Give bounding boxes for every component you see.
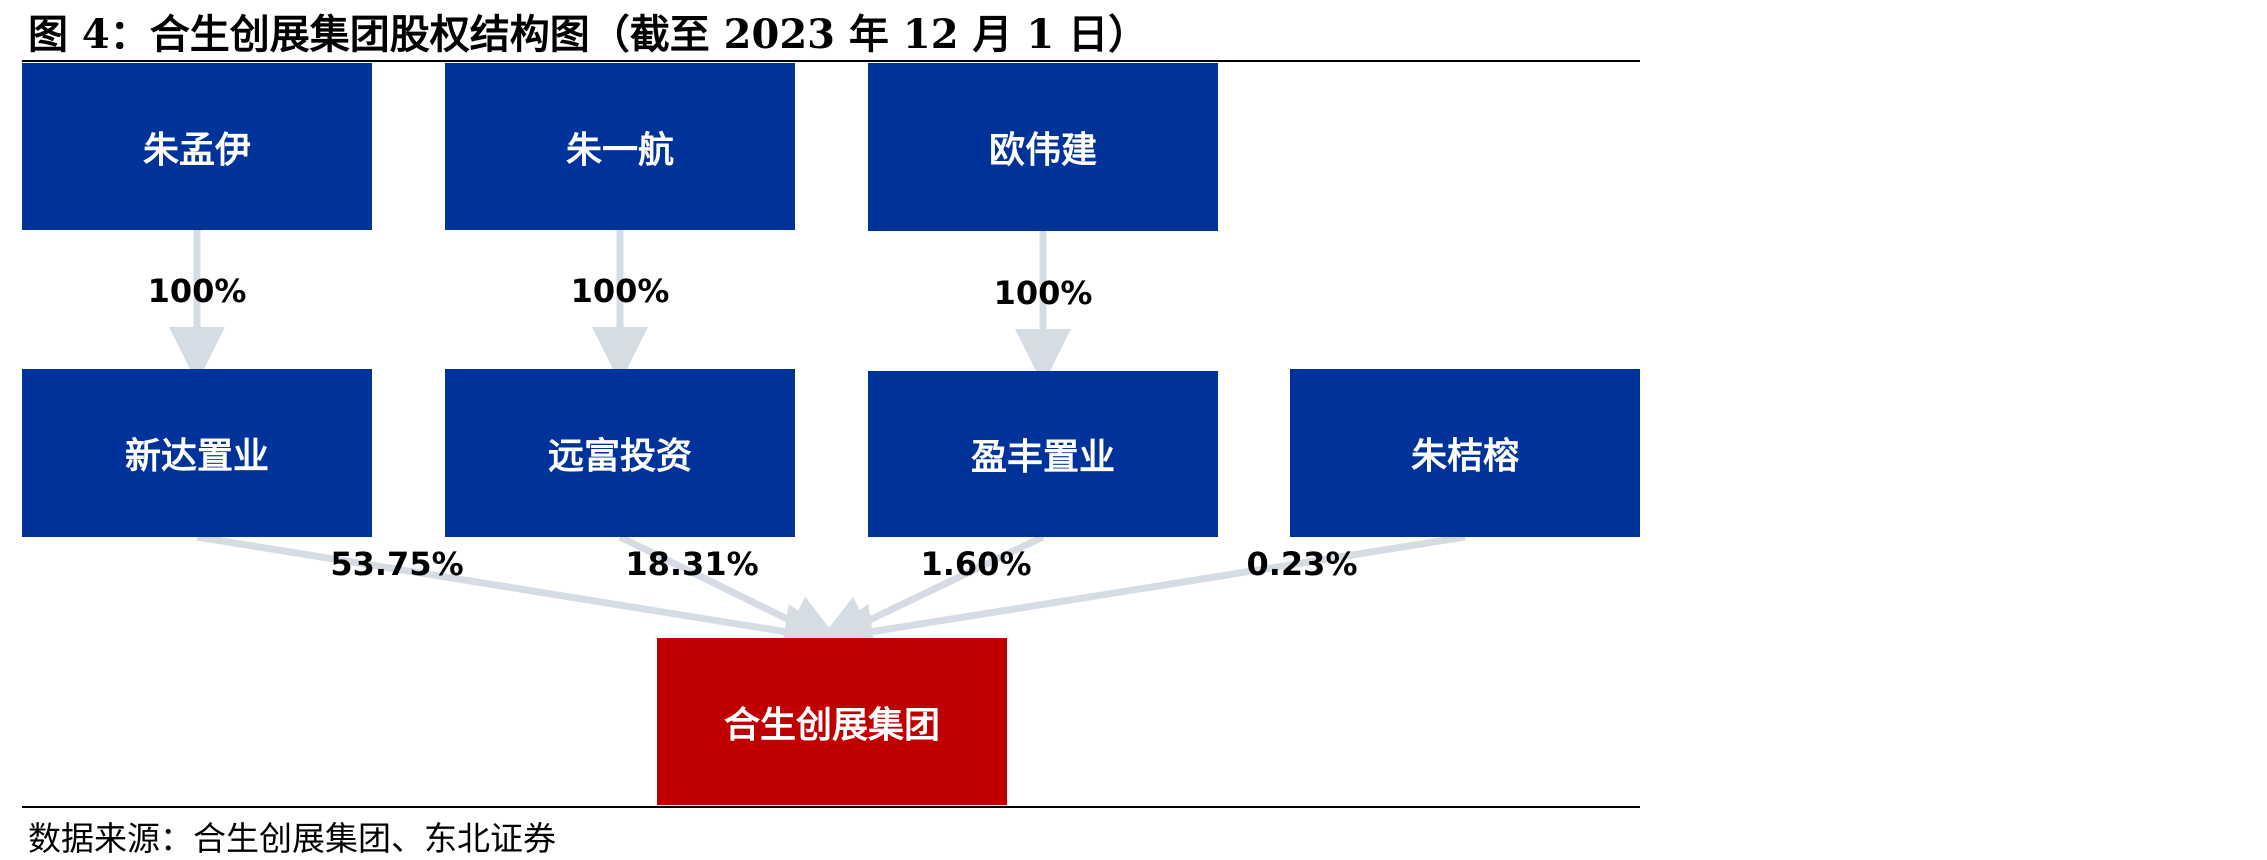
holding-box-yingfeng: 盈丰置业 xyxy=(868,371,1218,537)
title-rule xyxy=(22,60,1640,62)
company-box-group: 合生创展集团 xyxy=(657,638,1007,805)
pct-zhu-jierong-group: 0.23% xyxy=(1246,545,1358,583)
shareholder-box-zhu-mengyi: 朱孟伊 xyxy=(22,63,372,230)
pct-yingfeng-group: 1.60% xyxy=(920,545,1032,583)
holding-box-xinda: 新达置业 xyxy=(22,369,372,537)
pct-zhu-mengyi-xinda: 100% xyxy=(147,272,247,310)
arrow-yuanfu-to-group xyxy=(618,533,844,647)
shareholder-box-zhu-jierong: 朱桔榕 xyxy=(1290,369,1640,537)
pct-yuanfu-group: 18.31% xyxy=(625,545,759,583)
figure-title: 图 4：合生创展集团股权结构图（截至 2023 年 12 月 1 日） xyxy=(28,11,1149,58)
source-rule xyxy=(22,806,1640,808)
shareholder-box-ou-weijian: 欧伟建 xyxy=(868,63,1218,231)
arrow-zhu-jierong-to-group xyxy=(817,533,1466,660)
arrow-xinda-to-group xyxy=(196,533,840,660)
holding-box-yuanfu: 远富投资 xyxy=(445,369,795,537)
pct-ou-weijian-yingfeng: 100% xyxy=(993,274,1093,312)
pct-zhu-yihang-yuanfu: 100% xyxy=(570,272,670,310)
shareholder-box-zhu-yihang: 朱一航 xyxy=(445,63,795,230)
pct-xinda-group: 53.75% xyxy=(330,545,464,583)
source-note: 数据来源：合生创展集团、东北证券 xyxy=(28,819,556,858)
